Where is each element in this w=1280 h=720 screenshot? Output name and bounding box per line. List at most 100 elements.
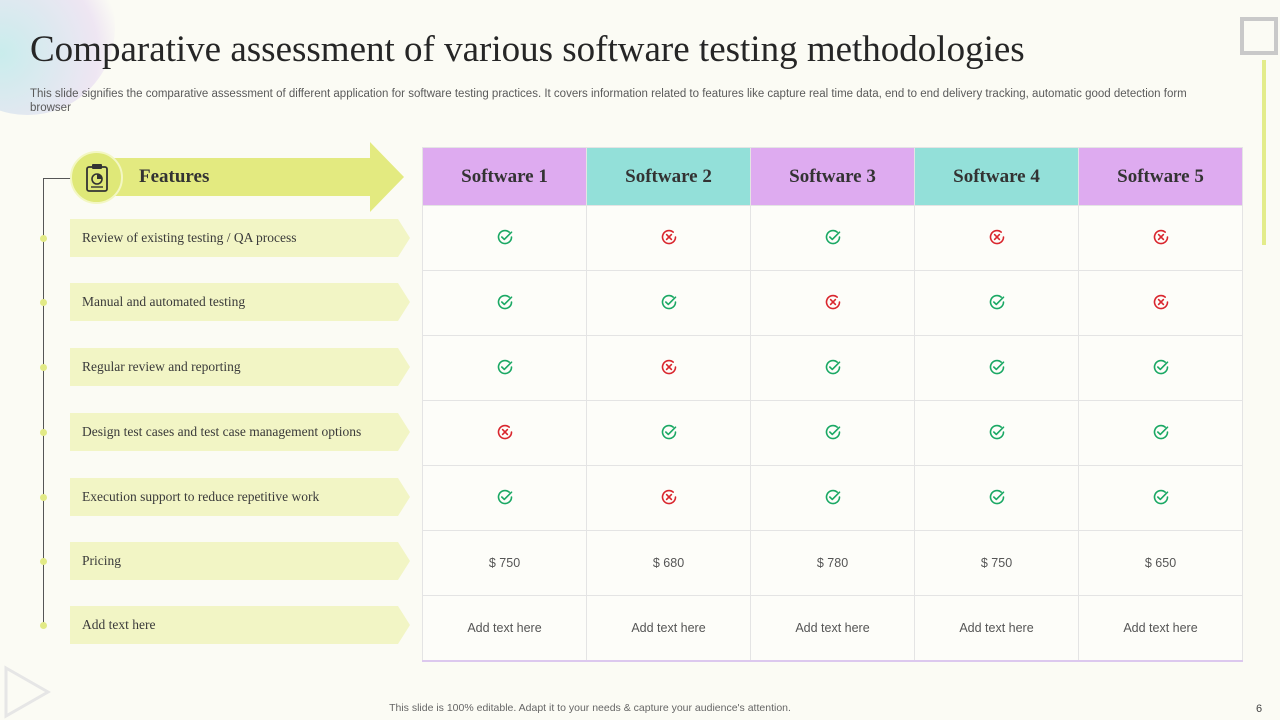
cell-value: $ 650	[1144, 556, 1177, 570]
timeline-dot	[40, 494, 47, 501]
check-icon	[1153, 359, 1168, 374]
feature-label: Design test cases and test case manageme…	[82, 424, 362, 439]
check-icon	[989, 424, 1004, 439]
cell-value: Add text here	[1123, 621, 1198, 635]
page-subtitle: This slide signifies the comparative ass…	[30, 88, 1187, 114]
clipboard-chart-icon	[70, 151, 123, 204]
page-title: Comparative assessment of various softwa…	[30, 29, 1025, 70]
timeline-connector	[43, 178, 71, 179]
cell-value: Add text here	[959, 621, 1034, 635]
cell-value: Add text here	[631, 621, 706, 635]
table-cell	[422, 205, 587, 271]
check-icon	[825, 229, 840, 244]
table-cell: Add text here	[586, 595, 751, 662]
check-icon	[497, 229, 512, 244]
table-row: Add text here Add text here Add text here A…	[422, 595, 1243, 662]
play-triangle-icon	[4, 665, 52, 719]
page-number: 6	[1256, 703, 1263, 715]
table-cell	[1078, 465, 1243, 531]
footer-note: This slide is 100% editable. Adapt it to…	[389, 702, 791, 714]
check-icon	[497, 489, 512, 504]
feature-label: Manual and automated testing	[82, 294, 246, 309]
feature-label: Review of existing testing / QA process	[82, 230, 297, 245]
cross-icon	[661, 359, 676, 374]
table-cell: Add text here	[422, 595, 587, 662]
table-cell	[1078, 335, 1243, 401]
cell-value: Add text here	[467, 621, 542, 635]
feature-row: Pricing	[70, 542, 410, 580]
table-cell: $ 780	[750, 530, 915, 596]
comparison-table: Software 1 Software 2 Software 3 Softwar…	[422, 147, 1243, 662]
feature-label: Regular review and reporting	[82, 359, 241, 374]
cross-icon	[989, 229, 1004, 244]
check-icon	[1153, 424, 1168, 439]
check-icon	[989, 294, 1004, 309]
feature-row: Execution support to reduce repetitive w…	[70, 478, 410, 516]
timeline-dot	[40, 429, 47, 436]
header-row: Software 1 Software 2 Software 3 Softwar…	[422, 147, 1243, 206]
table-row	[422, 400, 1243, 466]
feature-label: Add text here	[82, 617, 156, 632]
timeline-line	[43, 178, 44, 628]
table-cell	[914, 205, 1079, 271]
timeline-dot	[40, 299, 47, 306]
check-icon	[825, 424, 840, 439]
cell-value: $ 750	[488, 556, 521, 570]
table-cell	[1078, 270, 1243, 336]
cross-icon	[1153, 229, 1168, 244]
feature-row: Manual and automated testing	[70, 283, 410, 321]
column-header-software-1: Software 1	[422, 147, 587, 206]
table-row	[422, 270, 1243, 336]
check-icon	[989, 359, 1004, 374]
table-cell: $ 680	[586, 530, 751, 596]
feature-row: Add text here	[70, 606, 410, 644]
table-cell	[750, 205, 915, 271]
check-icon	[497, 359, 512, 374]
cell-value: $ 780	[816, 556, 849, 570]
features-arrow	[90, 142, 404, 212]
column-header-software-3: Software 3	[750, 147, 915, 206]
table-cell	[914, 270, 1079, 336]
check-icon	[825, 359, 840, 374]
table-cell	[586, 400, 751, 466]
feature-label: Execution support to reduce repetitive w…	[82, 489, 320, 504]
table-cell	[422, 335, 587, 401]
table-cell	[914, 400, 1079, 466]
column-header-software-2: Software 2	[586, 147, 751, 206]
table-cell	[586, 205, 751, 271]
cell-value: Add text here	[795, 621, 870, 635]
table-cell	[422, 465, 587, 531]
features-label: Features	[139, 166, 210, 187]
table-cell: Add text here	[914, 595, 1079, 662]
check-icon	[661, 294, 676, 309]
table-cell	[750, 335, 915, 401]
table-row	[422, 205, 1243, 271]
decorative-bar	[1262, 60, 1266, 245]
cross-icon	[1153, 294, 1168, 309]
feature-label: Pricing	[82, 553, 121, 568]
check-icon	[825, 489, 840, 504]
feature-row: Regular review and reporting	[70, 348, 410, 386]
table-cell	[586, 335, 751, 401]
timeline-dot	[40, 558, 47, 565]
table-cell	[422, 270, 587, 336]
cell-value: $ 750	[980, 556, 1013, 570]
table-cell: Add text here	[1078, 595, 1243, 662]
timeline-dot	[40, 622, 47, 629]
table-cell	[586, 465, 751, 531]
table-cell	[750, 270, 915, 336]
cross-icon	[497, 424, 512, 439]
cross-icon	[661, 229, 676, 244]
check-icon	[989, 489, 1004, 504]
table-cell	[422, 400, 587, 466]
cross-icon	[825, 294, 840, 309]
feature-row: Design test cases and test case manageme…	[70, 413, 410, 451]
check-icon	[497, 294, 512, 309]
cross-icon	[661, 489, 676, 504]
table-cell	[914, 335, 1079, 401]
table-cell	[586, 270, 751, 336]
table-cell	[1078, 205, 1243, 271]
check-icon	[1153, 489, 1168, 504]
column-header-software-5: Software 5	[1078, 147, 1243, 206]
timeline-dot	[40, 364, 47, 371]
